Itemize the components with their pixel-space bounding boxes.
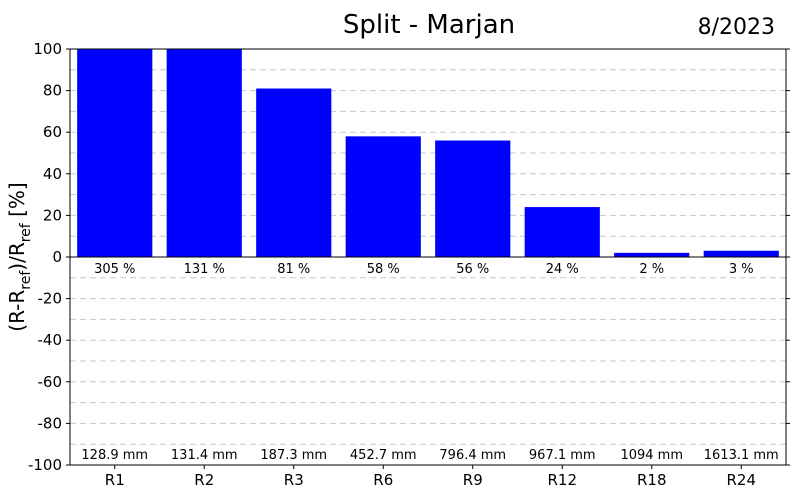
chart-date: 8/2023 (698, 15, 775, 40)
bar-R9 (435, 140, 511, 257)
x-tick-label: R12 (547, 471, 577, 489)
y-tick-label: 100 (33, 40, 62, 58)
bars-group (77, 49, 779, 258)
y-tick-label: -60 (38, 373, 63, 391)
bar-R18 (614, 252, 690, 257)
y-tick-label: -20 (38, 290, 63, 308)
y-axis-label: (R-Rref)/Rref [%] (5, 182, 34, 331)
value-label: 305 % (94, 262, 135, 277)
value-label: 81 % (277, 262, 310, 277)
x-tick-label: R6 (373, 471, 393, 489)
value-label: 2 % (639, 262, 664, 277)
y-tick-label: 40 (43, 165, 62, 183)
y-tick-label: -40 (38, 331, 63, 349)
value-label: 3 % (729, 262, 754, 277)
amount-label: 452.7 mm (350, 448, 417, 463)
amount-label: 967.1 mm (529, 448, 596, 463)
amount-label: 1094 mm (620, 448, 683, 463)
x-tick-label: R2 (194, 471, 214, 489)
bar-R2 (166, 49, 242, 257)
y-tick-label: 0 (52, 248, 62, 266)
bar-R1 (77, 49, 153, 257)
value-label: 131 % (184, 262, 225, 277)
chart-title: Split - Marjan (343, 10, 515, 40)
amount-label: 1613.1 mm (704, 448, 779, 463)
x-tick-label: R3 (284, 471, 304, 489)
y-tick-labels: 100 80 60 40 20 0 -20 -40 -60 -80 -100 (28, 40, 62, 474)
y-tick-label: 20 (43, 206, 62, 224)
y-tick-label: -80 (38, 414, 63, 432)
x-tick-label: R1 (105, 471, 125, 489)
x-tick-label: R9 (463, 471, 483, 489)
value-label: 56 % (456, 262, 489, 277)
x-tick-label: R18 (637, 471, 667, 489)
bar-R12 (524, 207, 600, 257)
y-tick-label: 80 (43, 82, 62, 100)
value-label: 24 % (546, 262, 579, 277)
value-label: 58 % (367, 262, 400, 277)
amount-label: 187.3 mm (260, 448, 327, 463)
axes-group (66, 48, 790, 469)
amount-label: 128.9 mm (81, 448, 148, 463)
value-labels: 305 % 131 % 81 % 58 % 56 % 24 % 2 % 3 % (94, 262, 754, 277)
amount-labels: 128.9 mm 131.4 mm 187.3 mm 452.7 mm 796.4 mm… (81, 448, 778, 463)
bar-R24 (703, 250, 779, 257)
bar-R6 (345, 136, 421, 257)
x-tick-label: R24 (726, 471, 756, 489)
amount-label: 131.4 mm (171, 448, 238, 463)
bar-R3 (256, 88, 332, 258)
x-tick-labels: R1 R2 R3 R6 R9 R12 R18 R24 (105, 471, 756, 489)
y-tick-label: 60 (43, 123, 62, 141)
y-tick-label: -100 (28, 456, 62, 474)
amount-label: 796.4 mm (439, 448, 506, 463)
